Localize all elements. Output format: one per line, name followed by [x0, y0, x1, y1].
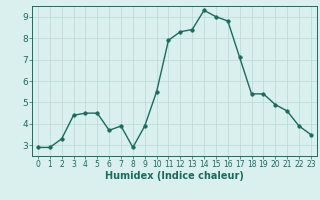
X-axis label: Humidex (Indice chaleur): Humidex (Indice chaleur) — [105, 171, 244, 181]
